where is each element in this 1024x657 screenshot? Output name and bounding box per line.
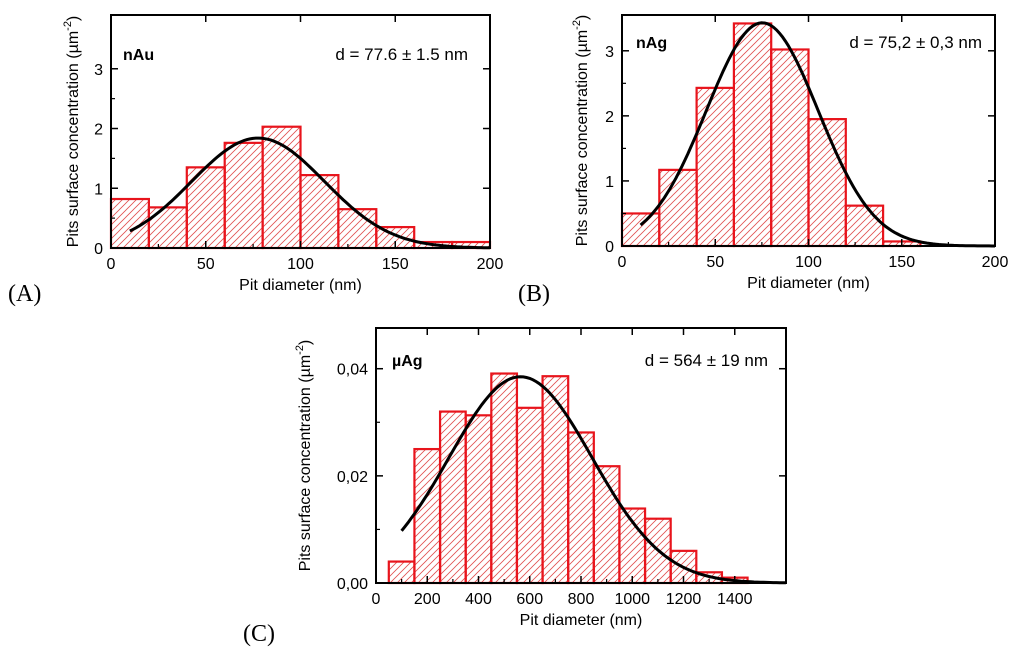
y-tick-label: 0,02 [337,469,368,486]
x-tick-label: 50 [706,254,724,271]
y-tick-label: 2 [94,122,103,139]
x-tick-label: 150 [382,256,409,273]
histogram-bar [464,414,493,585]
y-axis-title: Pits surface concentration (µm-2) [294,340,314,572]
x-tick-label: 1200 [666,591,702,608]
x-tick-label: 600 [516,591,543,608]
histogram-bar [620,212,661,248]
y-tick-label: 0 [605,239,614,256]
histogram-bar [515,406,544,585]
histogram-bar [147,206,188,250]
y-axis-title: Pits surface concentration (µm-2) [571,15,591,247]
panel-a: 0 50 100 150 200 0 1 2 3 Pit diameter (nm) Pits su… [8,14,504,307]
gaussian-fit-curve [400,375,787,585]
y-axis-title-close: ) [297,340,314,345]
series-label: nAg [636,35,667,52]
x-axis-title: Pit diameter (nm) [520,612,643,629]
gaussian-fit-curve [639,21,995,248]
gaussian-fit-curve [129,136,491,250]
y-tick-label: 2 [605,109,614,126]
histogram-bar [695,86,735,248]
histogram-bar [223,141,264,250]
histogram-bar [844,204,885,248]
y-tick-label: 0,04 [337,362,368,379]
y-axis-title-superscript: -2 [571,20,583,30]
y-axis-title-close: ) [65,16,82,21]
x-tick-label: 800 [568,591,595,608]
panel-label: (C) [243,621,275,647]
x-axis-title: Pit diameter (nm) [747,275,870,292]
histogram-bar [413,447,442,585]
x-tick-label: 200 [477,256,504,273]
y-tick-label: 3 [605,44,614,61]
panel-b: 0 50 100 150 200 0 1 2 3 Pit diameter (nm) Pits su… [518,14,1009,307]
histogram-bar [337,208,378,250]
x-tick-label: 0 [618,254,627,271]
y-axis-title-main: Pits surface concentration (µm [65,31,82,247]
y-axis-title-main: Pits surface concentration (µm [297,355,314,571]
x-tick-label: 100 [287,256,314,273]
y-axis-title-main: Pits surface concentration (µm [574,30,591,246]
histogram-bar [299,174,340,250]
histogram-bar [541,375,570,585]
histogram-bar [732,22,773,248]
mean-diameter-annotation: d = 75,2 ± 0,3 nm [849,33,982,52]
histogram-bar [658,168,698,248]
x-tick-label: 0 [372,591,381,608]
x-tick-label: 0 [107,256,116,273]
y-tick-label: 1 [94,181,103,198]
x-tick-label: 50 [197,256,215,273]
y-tick-label: 1 [605,174,614,191]
x-tick-label: 400 [465,591,492,608]
y-axis-title-superscript: -2 [294,345,306,355]
y-tick-label: 0,00 [337,576,368,593]
panel-c: 0 200 400 600 800 1000 1200 1400 0,00 0,02 0,04 Pit… [243,327,787,647]
histogram-bar [770,48,810,248]
y-axis-title-superscript: -2 [62,21,74,31]
histogram-bar [807,118,847,248]
x-tick-label: 1000 [614,591,650,608]
x-tick-label: 100 [795,254,822,271]
panel-label: (B) [518,281,550,307]
y-tick-label: 0 [94,241,103,258]
x-tick-label: 1400 [717,591,753,608]
mean-diameter-annotation: d = 564 ± 19 nm [645,351,768,370]
series-label: nAu [123,47,154,64]
x-tick-label: 150 [888,254,915,271]
y-tick-label: 3 [94,62,103,79]
mean-diameter-annotation: d = 77.6 ± 1.5 nm [335,45,468,64]
histogram-bar [490,372,519,585]
panel-label: (A) [8,281,41,307]
y-axis-title-close: ) [574,15,591,20]
series-label: µAg [392,353,423,370]
y-axis-title: Pits surface concentration (µm-2) [62,16,82,248]
histogram-bar [567,431,595,585]
x-tick-label: 200 [982,254,1009,271]
x-tick-label: 200 [414,591,441,608]
x-axis-title: Pit diameter (nm) [239,277,362,294]
